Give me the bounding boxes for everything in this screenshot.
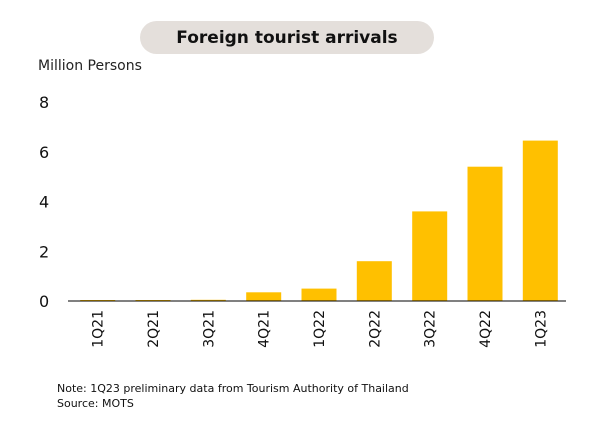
chart-notes: Note: 1Q23 preliminary data from Tourism… bbox=[57, 381, 409, 411]
bar-4Q22 bbox=[467, 166, 503, 301]
y-axis-ticks: 0 2 4 6 8 bbox=[39, 93, 49, 311]
x-tick-label: 4Q21 bbox=[257, 310, 273, 348]
y-tick-label: 0 bbox=[39, 292, 49, 311]
y-tick-label: 8 bbox=[39, 93, 49, 112]
y-axis-label: Million Persons bbox=[38, 58, 142, 74]
y-tick-label: 6 bbox=[39, 143, 49, 162]
bars bbox=[80, 140, 558, 301]
x-tick-label: 3Q22 bbox=[423, 310, 439, 348]
x-axis-ticks: 1Q21 2Q21 3Q21 4Q21 1Q22 2Q22 3Q22 4Q22 1Q23 bbox=[91, 310, 550, 348]
bar-3Q22 bbox=[412, 211, 448, 301]
x-tick-label: 1Q23 bbox=[533, 310, 549, 348]
x-tick-label: 4Q22 bbox=[478, 310, 494, 348]
chart-title-text: Foreign tourist arrivals bbox=[176, 27, 398, 48]
note-text: Note: 1Q23 preliminary data from Tourism… bbox=[57, 382, 409, 395]
x-tick-label: 3Q21 bbox=[201, 310, 217, 348]
x-tick-label: 1Q22 bbox=[312, 310, 328, 348]
x-tick-label: 2Q21 bbox=[146, 310, 162, 348]
bar-3Q21 bbox=[190, 299, 226, 301]
y-tick-label: 4 bbox=[39, 193, 49, 212]
x-tick-label: 1Q21 bbox=[91, 310, 107, 348]
bar-1Q22 bbox=[301, 288, 337, 301]
source-text: Source: MOTS bbox=[57, 397, 134, 410]
bar-1Q23 bbox=[522, 140, 558, 301]
chart-title: Foreign tourist arrivals bbox=[140, 21, 434, 54]
bar-2Q22 bbox=[356, 261, 392, 301]
x-tick-label: 2Q22 bbox=[367, 310, 383, 348]
bar-4Q21 bbox=[246, 292, 282, 301]
y-tick-label: 2 bbox=[39, 242, 49, 261]
